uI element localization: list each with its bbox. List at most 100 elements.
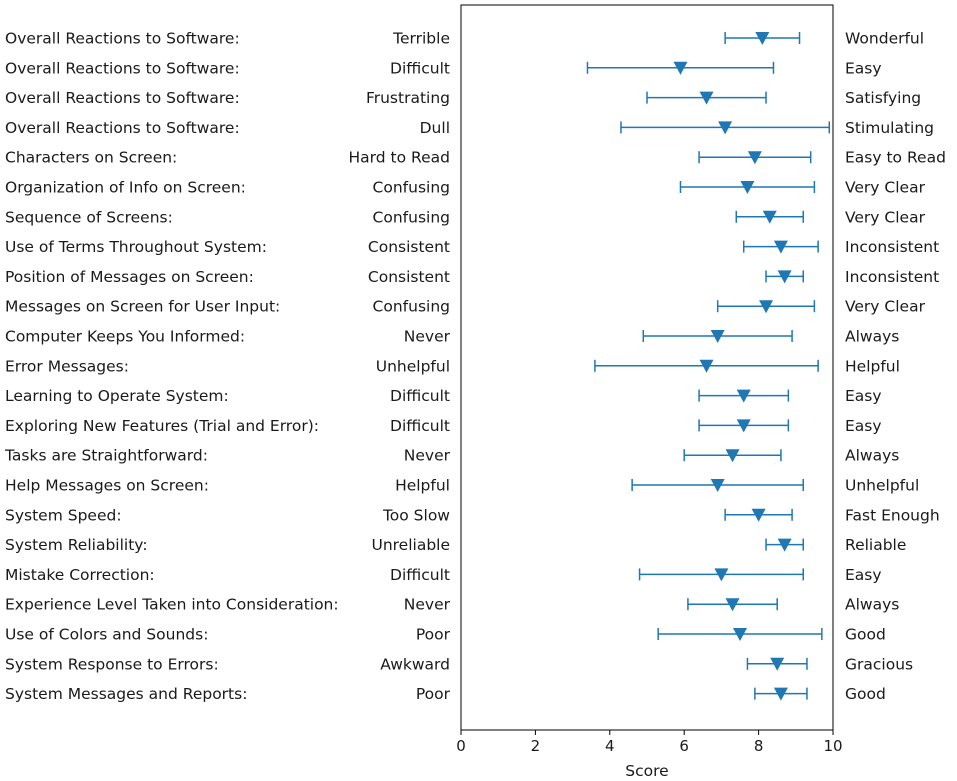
error-bar-item (631, 479, 804, 492)
left-anchor-label: Awkward (380, 655, 450, 673)
right-anchor-label: Good (845, 626, 886, 644)
item-label: Use of Terms Throughout System: (5, 238, 267, 256)
item-label: System Messages and Reports: (5, 685, 247, 703)
mean-marker (740, 181, 755, 194)
mean-marker (770, 657, 785, 671)
item-label: Sequence of Screens: (5, 208, 173, 226)
item-label: Experience Level Taken into Consideratio… (5, 596, 339, 614)
error-bar-item (642, 330, 793, 343)
left-anchor-label: Helpful (395, 477, 450, 495)
left-anchor-label: Poor (416, 685, 451, 703)
mean-marker (747, 151, 762, 165)
left-anchor-label: Terrible (392, 30, 450, 48)
error-bar-item (679, 181, 816, 194)
mean-marker (762, 210, 777, 224)
item-label: Overall Reactions to Software: (5, 30, 240, 48)
error-bars (586, 32, 831, 701)
error-bar-item (620, 121, 831, 135)
x-axis-title: Score (625, 762, 668, 780)
right-anchor-label: Easy to Read (845, 149, 946, 167)
error-bar-item (687, 598, 778, 612)
error-bar-item (698, 151, 812, 165)
plot-area-frame (460, 4, 834, 731)
mean-marker (777, 538, 792, 552)
mean-marker (710, 330, 725, 343)
mean-marker (699, 359, 714, 373)
x-tick-label: 0 (456, 737, 466, 755)
mean-marker (710, 479, 725, 492)
left-anchor-label: Frustrating (366, 89, 450, 107)
item-label: Messages on Screen for User Input: (5, 298, 280, 316)
right-anchor-label: Satisfying (845, 89, 921, 107)
right-anchor-label: Inconsistent (845, 268, 939, 286)
right-anchor-label: Easy (845, 59, 882, 77)
mean-marker (773, 240, 788, 254)
right-anchor-label: Always (845, 447, 899, 465)
mean-marker (733, 628, 747, 641)
error-bar-item (638, 568, 804, 582)
item-label: Exploring New Features (Trial and Error)… (5, 417, 319, 435)
mean-marker (699, 91, 714, 105)
left-anchor-label: Difficult (390, 387, 450, 405)
item-label: Characters on Screen: (5, 149, 177, 167)
mean-marker (773, 687, 788, 701)
left-anchor-label: Consistent (368, 238, 450, 256)
left-anchor-label: Never (404, 596, 451, 614)
left-anchor-label: Poor (416, 626, 451, 644)
error-bar-item (716, 300, 816, 314)
mean-marker (736, 419, 751, 433)
right-anchor-label: Unhelpful (845, 477, 919, 495)
left-anchor-label: Difficult (390, 417, 450, 435)
left-anchor-labels: Terrible Difficult Frustrating Dull Hard to … (349, 30, 451, 704)
item-label: Overall Reactions to Software: (5, 59, 240, 77)
left-anchor-label: Unreliable (371, 536, 450, 554)
error-bar-item (724, 508, 793, 522)
mean-marker (755, 32, 770, 45)
error-bar-item (683, 449, 782, 463)
x-tick-label: 4 (605, 737, 615, 755)
item-label: Learning to Operate System: (5, 387, 229, 405)
item-label: Error Messages: (5, 357, 129, 375)
right-anchor-label: Good (845, 685, 886, 703)
left-anchor-label: Never (404, 328, 451, 346)
mean-marker (725, 598, 740, 612)
right-anchor-label: Reliable (845, 536, 906, 554)
item-label: Overall Reactions to Software: (5, 89, 240, 107)
mean-marker (673, 61, 688, 75)
error-bar-item (646, 91, 767, 105)
item-label: Position of Messages on Screen: (5, 268, 254, 286)
item-label: Mistake Correction: (5, 566, 155, 584)
x-tick-label: 8 (754, 737, 764, 755)
error-bar-item (765, 270, 804, 284)
error-bar-item (586, 61, 775, 75)
mean-marker (718, 121, 733, 135)
error-bar-item (657, 628, 823, 641)
error-bar-item (594, 359, 819, 373)
left-anchor-label: Confusing (373, 208, 450, 226)
item-label: Overall Reactions to Software: (5, 119, 240, 137)
left-anchor-label: Unhelpful (376, 357, 450, 375)
right-anchor-label: Wonderful (845, 30, 924, 48)
mean-marker (777, 270, 792, 284)
right-anchor-label: Very Clear (845, 179, 926, 197)
mean-marker (714, 568, 729, 582)
right-anchor-label: Very Clear (845, 208, 926, 226)
right-anchor-labels: Wonderful Easy Satisfying Stimulating Easy t… (845, 30, 946, 704)
error-bar-item (698, 419, 790, 433)
item-label: System Speed: (5, 506, 122, 524)
error-bar-item (698, 389, 790, 403)
item-label: System Reliability: (5, 536, 148, 554)
right-anchor-label: Helpful (845, 357, 900, 375)
x-tick-label: 10 (823, 737, 842, 755)
right-anchor-label: Always (845, 328, 899, 346)
mean-marker (725, 449, 740, 463)
error-bar-item (735, 210, 804, 224)
right-anchor-label: Inconsistent (845, 238, 939, 256)
item-label: Help Messages on Screen: (5, 477, 209, 495)
item-label: Computer Keeps You Informed: (5, 328, 245, 346)
right-anchor-label: Very Clear (845, 298, 926, 316)
left-anchor-label: Confusing (373, 179, 450, 197)
error-bar-item (746, 657, 808, 671)
left-anchor-label: Dull (420, 119, 450, 137)
